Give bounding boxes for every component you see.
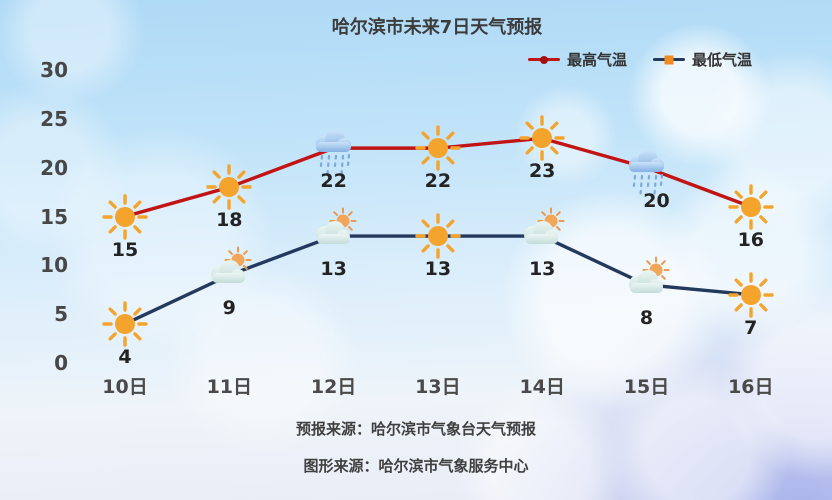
y-axis-tick: 25 (40, 106, 68, 131)
temp-value-label: 22 (424, 170, 452, 193)
forecast-source-caption: 预报来源：哈尔滨市气象台天气预报 (295, 420, 536, 438)
temp-value-label: 23 (528, 160, 556, 183)
temp-value-label: 20 (643, 189, 670, 212)
low-temp-line-swatch (652, 55, 685, 64)
temp-value-label: 13 (424, 258, 452, 281)
y-axis-tick: 5 (54, 302, 68, 327)
graphic-source-caption: 图形来源：哈尔滨市气象服务中心 (303, 457, 529, 475)
legend-item-high-temp[interactable]: 最高气温 (527, 49, 627, 70)
x-axis-tick: 15日 (623, 376, 670, 398)
temp-value-label: 16 (737, 228, 765, 251)
temp-value-label: 22 (320, 170, 347, 193)
y-axis-tick: 15 (40, 204, 68, 229)
high-temp-line-swatch (527, 55, 560, 64)
temp-value-label: 18 (216, 209, 243, 232)
temp-value-label: 8 (639, 306, 654, 329)
temp-value-label: 4 (118, 345, 132, 368)
low-temp-marker-icon (664, 55, 674, 64)
x-axis-tick: 14日 (519, 376, 565, 398)
chart-legend: 最高气温 最低气温 (527, 49, 752, 70)
x-axis-tick: 13日 (415, 376, 461, 398)
x-axis-tick: 11日 (206, 376, 253, 398)
temp-value-label: 13 (528, 258, 556, 281)
temp-value-label: 13 (320, 258, 347, 281)
y-axis-tick: 20 (40, 155, 68, 180)
legend-label-low: 最低气温 (691, 51, 752, 69)
y-axis-tick: 30 (40, 58, 68, 82)
page-title: 哈尔滨市未来7日天气预报 (331, 17, 543, 38)
temp-value-label: 15 (111, 238, 139, 261)
y-axis-tick: 0 (54, 351, 68, 375)
x-axis-tick: 12日 (310, 376, 357, 398)
x-axis-tick: 16日 (728, 376, 774, 398)
x-axis-tick: 10日 (102, 376, 148, 398)
temp-value-label: 7 (744, 316, 758, 339)
temp-value-label: 9 (222, 297, 236, 320)
y-axis-tick: 10 (40, 253, 68, 278)
legend-label-high: 最高气温 (566, 51, 627, 69)
high-temp-marker-icon (539, 55, 548, 64)
legend-item-low-temp[interactable]: 最低气温 (652, 49, 752, 70)
